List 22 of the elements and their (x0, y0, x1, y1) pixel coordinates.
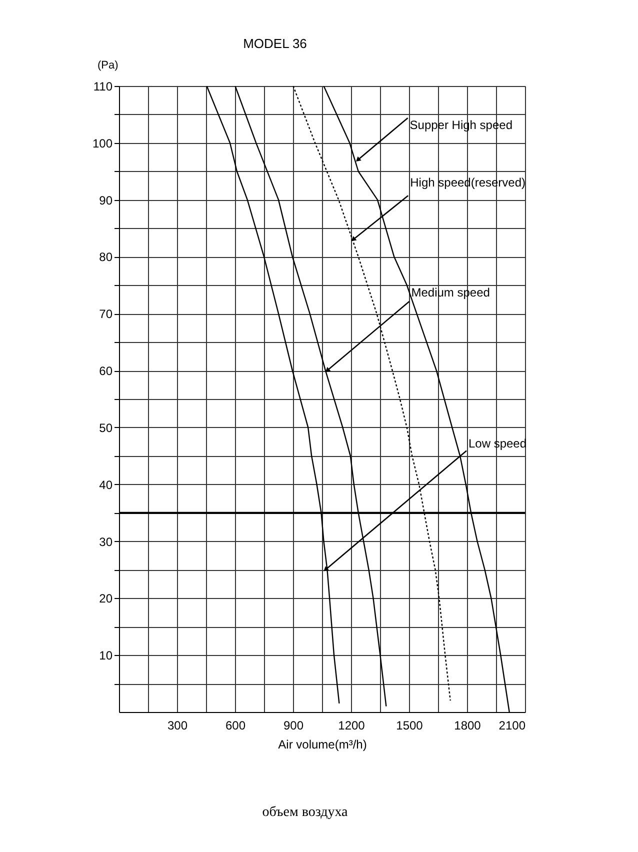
y-tick-label: 70 (99, 307, 113, 322)
y-tick-label: 110 (93, 80, 113, 94)
y-tick-label: 40 (99, 478, 113, 492)
text: объем воздуха (262, 805, 349, 820)
x-tick-label: 1500 (396, 718, 424, 732)
y-tick-label: 100 (92, 136, 113, 150)
y-axis-title: (Pa) (98, 60, 118, 72)
x-axis-title: Air volume(m³/h) (278, 738, 367, 752)
x-tick-label: 600 (225, 718, 246, 732)
x-tick-label: 1800 (454, 718, 482, 732)
chart-title: MODEL 36 (243, 36, 307, 51)
y-tick-label: 50 (99, 420, 113, 435)
y-tick-label: 10 (99, 648, 113, 663)
y-tick-label: 60 (99, 364, 113, 378)
y-tick-label: 90 (99, 193, 113, 208)
y-tick-label: 30 (99, 534, 113, 549)
y-tick-label: 20 (99, 592, 113, 606)
x-tick-label: 900 (283, 718, 304, 732)
x-tick-label: 300 (167, 718, 188, 732)
x-tick-label: 2100 (498, 718, 526, 732)
x-tick-label: 1200 (338, 718, 366, 732)
y-tick-label: 80 (99, 250, 113, 264)
